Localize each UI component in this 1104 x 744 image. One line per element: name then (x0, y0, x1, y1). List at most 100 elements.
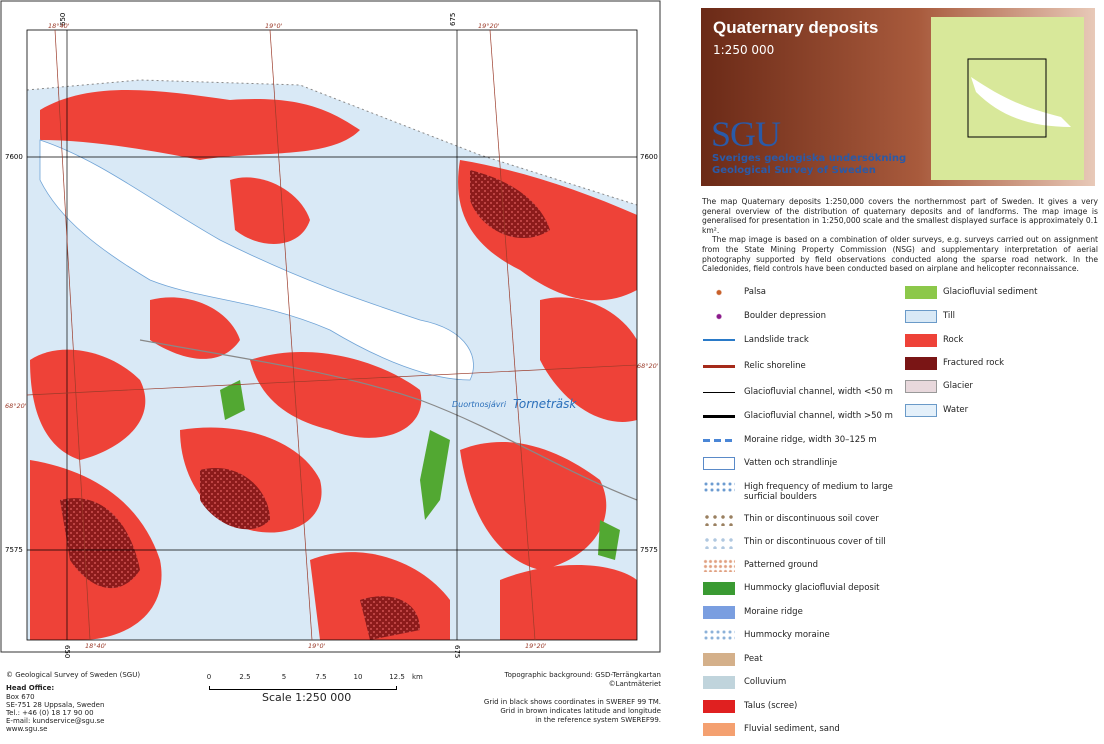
grid-note: in the reference system SWEREF99. (535, 716, 661, 724)
address: E-mail: kundservice@sgu.se (6, 717, 105, 725)
scale-unit: km (412, 673, 423, 681)
map-label: 18°40' (85, 642, 107, 650)
legend-label: Landslide track (744, 335, 809, 345)
legend-label: Thin or discontinuous cover of till (744, 537, 886, 547)
map-label: 675 (453, 645, 461, 658)
legend-label: Glacier (943, 381, 973, 391)
legend-label: Moraine ridge (744, 607, 803, 617)
legend-icon (703, 310, 735, 323)
legend-icon (703, 334, 735, 347)
head-office: Head Office: (6, 684, 55, 692)
org-name: Sveriges geologiska undersökning (712, 153, 907, 164)
legend-icon (703, 360, 735, 373)
legend-label: Rock (943, 335, 964, 345)
legend-label: Colluvium (744, 677, 787, 687)
address: SE-751 28 Uppsala, Sweden (6, 701, 105, 709)
legend-icon (905, 286, 937, 299)
legend-label: Patterned ground (744, 560, 818, 570)
inset-map (931, 17, 1084, 180)
scale: Scale 1:250 000 (262, 691, 352, 704)
legend-label: Thin or discontinuous soil cover (744, 514, 879, 524)
map-area (27, 30, 637, 640)
legend-label: Talus (scree) (744, 701, 798, 711)
copyright: © Geological Survey of Sweden (SGU) (6, 671, 141, 679)
legend-icon (905, 334, 937, 347)
scale: 1:250 000 (713, 43, 775, 57)
map-label: 650 (59, 13, 67, 26)
topo-note: Topographic background: GSD-Terrängkarta… (504, 671, 662, 679)
legend-icon (905, 310, 937, 323)
description: The map Quaternary deposits 1:250,000 co… (702, 197, 1098, 274)
legend-label: Fractured rock (943, 358, 1005, 368)
legend-label: Hummocky moraine (744, 630, 830, 640)
map-label: 19°0' (308, 642, 326, 650)
map-label: 7575 (640, 546, 658, 554)
title: Quaternary deposits (713, 18, 879, 37)
map-label: 7575 (5, 546, 23, 554)
legend-label: Peat (744, 654, 763, 664)
scale-tick: 7.5 (315, 673, 327, 681)
paragraph: The map image is based on a combination … (702, 235, 1098, 274)
map-label: 650 (63, 645, 71, 658)
legend-label: High frequency of medium to large surfic… (744, 482, 893, 502)
address: Box 670 (6, 693, 35, 701)
legend-icon (703, 386, 735, 399)
map-label: 68°20' (637, 362, 659, 370)
paragraph: The map Quaternary deposits 1:250,000 co… (702, 197, 1098, 235)
legend-icon (703, 536, 735, 549)
legend-icon (703, 653, 735, 666)
legend-icon (703, 606, 735, 619)
legend-icon (703, 700, 735, 713)
legend-icon (905, 380, 937, 393)
map-label: Duortnosjávri (452, 400, 507, 409)
legend-icon (703, 582, 735, 595)
grid-note: Grid in black shows coordinates in SWERE… (483, 698, 661, 706)
legend-label: Moraine ridge, width 30–125 m (744, 435, 877, 445)
legend-label: Hummocky glaciofluvial deposit (744, 583, 880, 593)
legend-label: Till (943, 311, 956, 321)
map: 650 650 675 675 7600 7600 7575 7575 18°40' 19°0' 1… (0, 0, 661, 658)
address: www.sgu.se (6, 725, 48, 733)
legend-icon (703, 410, 735, 423)
scale-tick: 2.5 (239, 673, 251, 681)
legend-icon (905, 404, 937, 417)
legend-icon (703, 481, 735, 494)
legend-label: Relic shoreline (744, 361, 806, 371)
map-label: 19°20' (478, 22, 500, 30)
legend-label: Fluvial sediment, sand (744, 724, 840, 734)
map-label: Torneträsk (513, 397, 577, 411)
map-label: 68°20' (5, 402, 27, 410)
header: Quaternary deposits 1:250 000 SGU Sverig… (701, 8, 1095, 186)
legend-icon (905, 357, 937, 370)
scale-tick: 0 (206, 673, 212, 681)
legend-label: Palsa (744, 287, 766, 297)
map-label: 675 (449, 13, 457, 26)
legend-label: Boulder depression (744, 311, 826, 321)
legend-icon (703, 286, 735, 299)
legend-icon (703, 559, 735, 572)
map-label: 7600 (640, 153, 658, 161)
address: Tel.: +46 (0) 18 17 90 00 (6, 709, 94, 717)
legend-icon (703, 457, 735, 470)
org-name: Geological Survey of Sweden (712, 165, 876, 176)
legend-icon (703, 723, 735, 736)
legend-icon (703, 439, 735, 442)
scale-bar (209, 686, 397, 690)
topo-note: ©Lantmäteriet (608, 680, 661, 688)
legend-icon (703, 513, 735, 526)
scale-tick: 12.5 (389, 673, 405, 681)
legend-label: Glaciofluvial channel, width <50 m (744, 387, 893, 397)
scale-tick: 10 (353, 673, 363, 681)
map-label: 7600 (5, 153, 23, 161)
legend-label: Glaciofluvial sediment (943, 287, 1038, 297)
legend-label: Glaciofluvial channel, width >50 m (744, 411, 893, 421)
scale-tick: 5 (281, 673, 287, 681)
legend-label: Water (943, 405, 969, 415)
legend-label: Vatten och strandlinje (744, 458, 838, 468)
logo: SGU (711, 114, 781, 154)
map-label: 19°0' (265, 22, 283, 30)
map-label: 19°20' (525, 642, 547, 650)
grid-note: Grid in brown indicates latitude and lon… (500, 707, 661, 715)
legend-icon (703, 676, 735, 689)
